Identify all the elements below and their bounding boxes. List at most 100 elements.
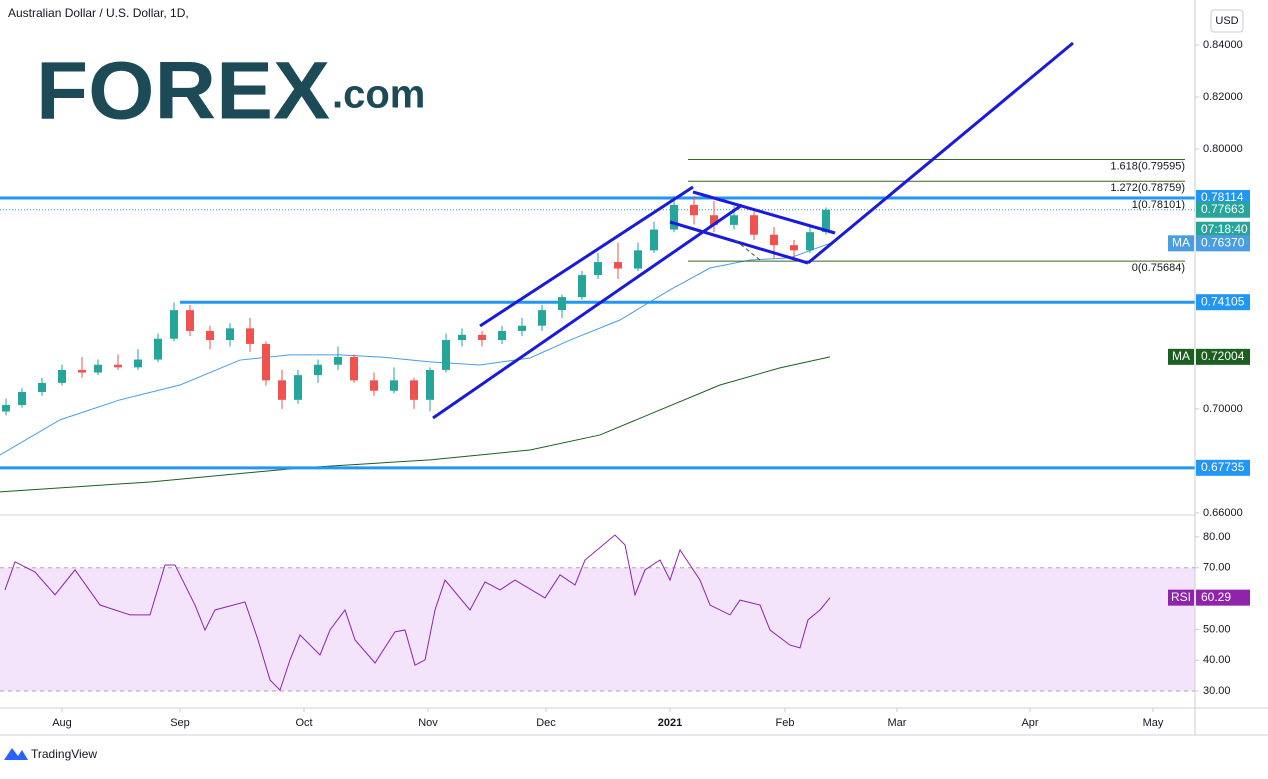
candle-body: [594, 262, 602, 276]
fib-label: 1.618(0.79595): [1110, 160, 1185, 172]
candle-body: [58, 369, 66, 383]
x-tick-label: 2021: [658, 717, 682, 729]
candle-body: [114, 364, 122, 368]
candle-body: [478, 334, 486, 341]
last-price-tag-bg: [1196, 201, 1250, 218]
x-tick-label: Feb: [776, 717, 795, 729]
y-tick-label: 0.84000: [1203, 39, 1243, 51]
currency-box: [1210, 9, 1244, 33]
candle-body: [614, 262, 622, 269]
rsi-band: [0, 567, 1195, 692]
logo-suffix: .com: [332, 73, 425, 117]
level-tag: 0.78114: [1201, 190, 1244, 204]
candle-body: [38, 382, 46, 393]
candle-body: [750, 215, 758, 235]
candle-body: [410, 380, 418, 400]
x-tick-label: Apr: [1021, 717, 1038, 729]
candle-body: [458, 334, 466, 341]
candle-body: [498, 330, 506, 341]
ma-tag-name: MA: [1172, 236, 1190, 250]
candle-body: [262, 343, 270, 381]
moving-average: [0, 242, 831, 456]
y-tick-label: 50.00: [1203, 623, 1231, 635]
y-tick-label: 0.80000: [1203, 143, 1243, 155]
footer-brand: TradingView: [31, 747, 97, 761]
fib-label: 0(0.75684): [1132, 262, 1185, 274]
x-tick-label: May: [1143, 717, 1164, 729]
candle-body: [314, 364, 322, 376]
projection-line: [807, 41, 1074, 265]
candle-body: [806, 232, 814, 251]
candle-body: [350, 356, 358, 381]
candle-body: [134, 359, 142, 368]
last-price-tag: 0.77663: [1201, 202, 1245, 216]
x-tick-label: Dec: [536, 717, 556, 729]
candle-body: [558, 297, 566, 311]
candle-body: [206, 330, 214, 341]
candle-body: [294, 375, 302, 400]
candle-body: [442, 340, 450, 370]
y-tick-label: 0.66000: [1203, 507, 1243, 519]
ma-tag-bg: [1196, 348, 1250, 365]
y-tick-label: 40.00: [1203, 654, 1231, 666]
y-tick-label: 0.70000: [1203, 403, 1243, 415]
candle-body: [710, 215, 718, 225]
fib-connector: [734, 239, 761, 261]
fib-label: 1.272(0.78759): [1110, 182, 1185, 194]
candle-body: [186, 310, 194, 331]
candle-body: [226, 328, 234, 341]
candle-body: [822, 209, 830, 233]
candle-body: [426, 369, 434, 400]
candle-body: [390, 380, 398, 391]
candle-body: [670, 204, 678, 230]
rsi-line: [4, 534, 831, 692]
candle-body: [518, 325, 526, 331]
x-tick-label: Sep: [170, 717, 190, 729]
flag-lower: [669, 220, 809, 265]
ma-tag: 0.72004: [1201, 349, 1245, 363]
level-tag: 0.74105: [1201, 294, 1245, 308]
countdown-tag: 07:18:40: [1201, 222, 1248, 236]
y-tick-label: 0.82000: [1203, 91, 1243, 103]
tradingview-icon: [4, 748, 28, 760]
candle-body: [2, 405, 10, 412]
fib-label: 1(0.78101): [1132, 199, 1185, 211]
level-tag-bg: [1196, 459, 1250, 476]
countdown-tag-bg: [1196, 221, 1250, 238]
ma-tag-bg: [1196, 235, 1250, 252]
x-tick-label: Mar: [888, 717, 907, 729]
candle-body: [78, 369, 86, 373]
channel-lower: [432, 203, 743, 420]
currency-label: USD: [1215, 15, 1238, 27]
candle-body: [634, 250, 642, 269]
ma-tag-name-bg: [1168, 348, 1194, 365]
channel-upper: [479, 185, 694, 328]
candle-body: [650, 229, 658, 251]
candle-body: [578, 275, 586, 298]
y-tick-label: 80.00: [1203, 531, 1231, 543]
candle-body: [170, 310, 178, 339]
rsi-tag-name: RSI: [1171, 590, 1191, 604]
candle-body: [334, 356, 342, 365]
candle-body: [154, 338, 162, 360]
x-tick-label: Nov: [418, 717, 438, 729]
candle-body: [690, 204, 698, 216]
x-tick-label: Aug: [52, 717, 72, 729]
logo-brand: FOREX: [36, 46, 330, 137]
ma-tag: 0.76370: [1201, 236, 1245, 250]
candle-body: [94, 364, 102, 373]
candle-body: [370, 380, 378, 391]
candle-body: [538, 310, 546, 326]
level-tag: 0.67735: [1201, 460, 1245, 474]
moving-average: [0, 356, 831, 493]
candle-body: [18, 392, 26, 406]
rsi-value-tag-bg: [1196, 589, 1250, 606]
x-tick-label: Oct: [295, 717, 312, 729]
chart-title: Australian Dollar / U.S. Dollar, 1D,: [8, 6, 189, 20]
trend-drawings: [432, 41, 1074, 420]
candle-body: [246, 328, 254, 344]
candle-body: [770, 234, 778, 246]
y-tick-label: 30.00: [1203, 685, 1231, 697]
rsi-value-tag: 60.29: [1201, 590, 1231, 604]
candle-body: [790, 245, 798, 251]
